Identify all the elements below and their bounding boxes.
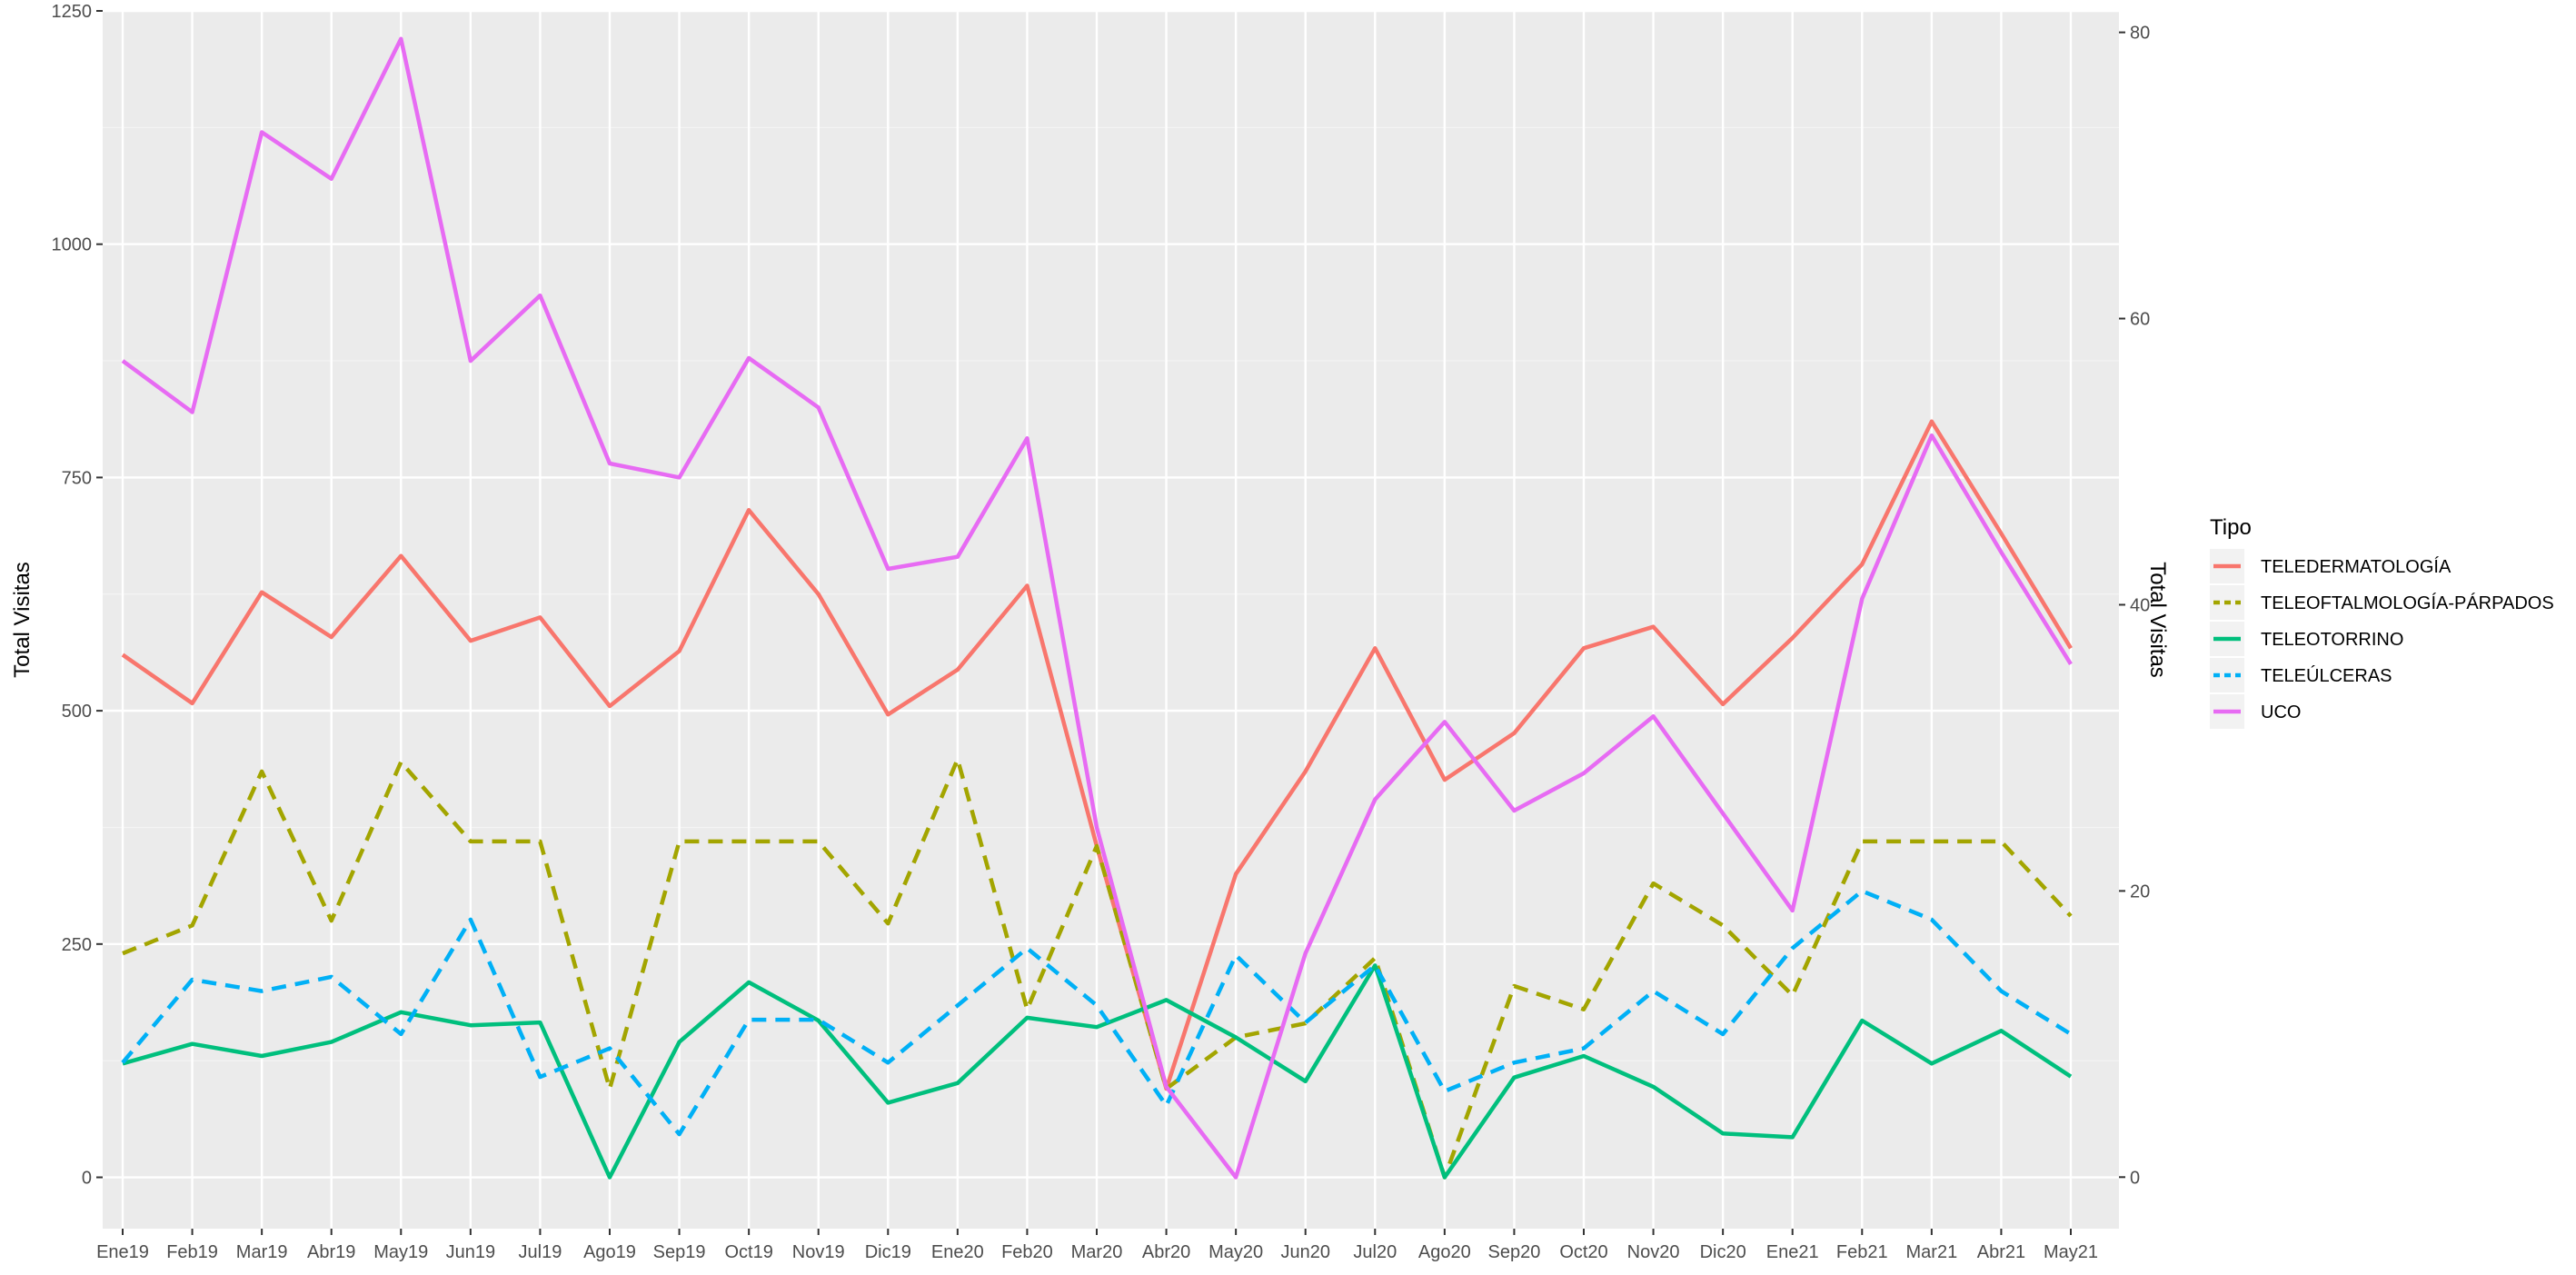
x-tick-label: Mar19: [236, 1242, 288, 1262]
y-right-tick-label: 0: [2130, 1168, 2140, 1188]
series-line: [121, 36, 2073, 1180]
x-tick-label: Ene19: [96, 1242, 149, 1262]
x-tick-label: Ago19: [583, 1242, 636, 1262]
x-tick-label: Abr21: [1977, 1242, 2025, 1262]
x-tick-label: Jul20: [1353, 1242, 1397, 1262]
y-right-tick-label: 80: [2130, 24, 2150, 44]
x-tick-label: Mar21: [1906, 1242, 1958, 1262]
y-axis-left-title: Total Visitas: [10, 562, 35, 678]
legend-title: Tipo: [2210, 515, 2252, 540]
y-left-tick-label: 1000: [52, 235, 93, 255]
x-tick-label: Ene21: [1766, 1242, 1819, 1262]
legend: Tipo TELEDERMATOLOGÍA TELEOFTALMOLOGÍA-PÁ…: [2210, 515, 2554, 729]
grid-major: [103, 9, 2119, 1229]
legend-label: TELEDERMATOLOGÍA: [2261, 556, 2452, 577]
x-tick-label: Feb21: [1836, 1242, 1888, 1262]
y-right-tick-label: 60: [2130, 310, 2150, 330]
legend-label: TELEOTORRINO: [2261, 630, 2403, 650]
y-left-tick-label: 1250: [52, 2, 93, 22]
x-tick-label: Feb19: [166, 1242, 218, 1262]
legend-label: TELEÚLCERAS: [2261, 665, 2392, 686]
axis-left: 0 250 500 750 1000 1250: [52, 2, 103, 1189]
x-tick-label: Abr19: [307, 1242, 355, 1262]
x-tick-label: Nov19: [792, 1242, 845, 1262]
x-tick-label: Abr20: [1142, 1242, 1190, 1262]
x-tick-label: Mar20: [1071, 1242, 1123, 1262]
axis-right: 0 20 40 60 80: [2119, 24, 2150, 1188]
x-tick-label: Oct20: [1559, 1242, 1607, 1262]
y-right-tick-label: 40: [2130, 595, 2150, 615]
x-tick-label: Feb20: [1001, 1242, 1053, 1262]
x-tick-label: May19: [373, 1242, 428, 1262]
plot-panel: [103, 11, 2119, 1229]
x-tick-label: May20: [1208, 1242, 1263, 1262]
series-line: [122, 963, 2073, 1180]
series-line: [122, 757, 2073, 1180]
x-tick-label: Sep20: [1488, 1242, 1541, 1262]
x-tick-label: Nov20: [1627, 1242, 1680, 1262]
series-layer: [121, 36, 2073, 1180]
grid-minor: [103, 126, 2119, 1061]
x-tick-label: Ene20: [931, 1242, 984, 1262]
y-left-tick-label: 500: [62, 702, 92, 722]
x-tick-label: Jun19: [446, 1242, 496, 1262]
axis-bottom: Ene19 Feb19 Mar19 Abr19 May19 Jun19 Jul19 Ago19…: [96, 1229, 2098, 1262]
x-tick-label: Ago20: [1418, 1242, 1471, 1262]
series-line: [121, 889, 2073, 1137]
x-tick-label: Dic20: [1700, 1242, 1746, 1262]
x-tick-label: May21: [2044, 1242, 2098, 1262]
legend-label: UCO: [2261, 702, 2301, 722]
y-right-tick-label: 20: [2130, 882, 2150, 901]
y-left-tick-label: 0: [82, 1169, 92, 1189]
x-tick-label: Jul19: [519, 1242, 562, 1262]
y-left-tick-label: 750: [62, 468, 92, 488]
x-tick-label: Jun20: [1280, 1242, 1330, 1262]
legend-label: TELEOFTALMOLOGÍA-PÁRPADOS: [2261, 593, 2554, 613]
y-left-tick-label: 250: [62, 935, 92, 955]
x-tick-label: Oct19: [724, 1242, 772, 1262]
x-tick-label: Dic19: [865, 1242, 911, 1262]
x-tick-label: Sep19: [653, 1242, 706, 1262]
y-axis-right-title: Total Visitas: [2145, 562, 2170, 678]
